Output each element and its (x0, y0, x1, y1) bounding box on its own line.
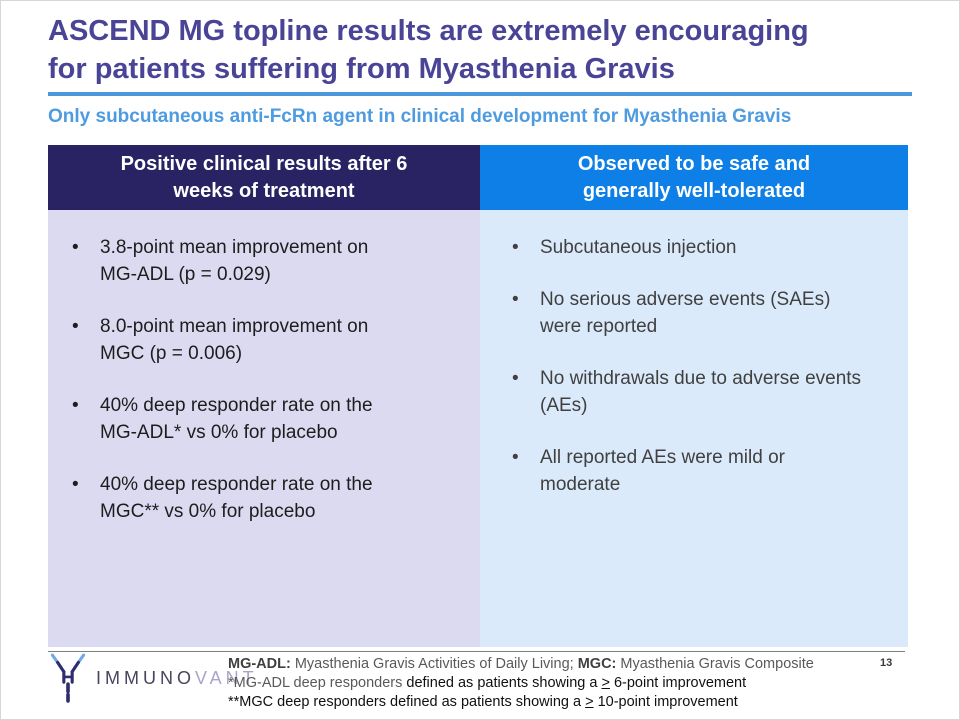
footer-divider (48, 651, 905, 652)
list-item-text: Subcutaneous injection (540, 237, 737, 258)
safety-header-label: Observed to be safe and generally well-t… (577, 152, 811, 202)
clinical-results-list: • 3.8-point mean improvement on MG-ADL (… (48, 210, 480, 525)
list-item: • No withdrawals due to adverse events (… (512, 365, 908, 419)
bullet-icon: • (72, 316, 79, 337)
footnote-2-lead: *MG-ADL deep responders (228, 675, 407, 691)
list-item: • No serious adverse events (SAEs) were … (512, 286, 908, 340)
page-number: 13 (880, 657, 893, 669)
bullet-icon: • (512, 447, 519, 468)
immunovant-logo: IMMUNOVANT (48, 652, 258, 704)
list-item: • 8.0-point mean improvement on MGC (p =… (72, 313, 480, 367)
list-item: • 40% deep responder rate on the MG-ADL*… (72, 392, 480, 446)
footnote-line-3: **MGC deep responders defined as patient… (228, 693, 858, 712)
footnote-term-mgc: MGC: (577, 656, 617, 672)
list-item-text: 8.0-point mean improvement on MGC (p = 0… (100, 316, 369, 364)
greater-equal-sign: > (585, 694, 594, 710)
bullet-icon: • (512, 237, 519, 258)
footnote-def-mgadl: Myasthenia Gravis Activities of Daily Li… (290, 656, 578, 672)
footnote-term-mgadl: MG-ADL: (228, 656, 291, 672)
safety-body: • Subcutaneous injection • No serious ad… (480, 210, 908, 647)
bullet-icon: • (72, 395, 79, 416)
clinical-results-body: • 3.8-point mean improvement on MG-ADL (… (48, 210, 480, 647)
safety-column: Observed to be safe and generally well-t… (480, 145, 908, 647)
title-line-1: ASCEND MG topline results are extremely … (48, 15, 809, 47)
bullet-icon: • (512, 289, 519, 310)
list-item: • Subcutaneous injection (512, 234, 908, 261)
list-item-text: 3.8-point mean improvement on MG-ADL (p … (100, 237, 369, 285)
title-line-2: for patients suffering from Myasthenia G… (48, 53, 675, 85)
logo-text-immuno: IMMUNO (96, 667, 195, 688)
list-item: • 3.8-point mean improvement on MG-ADL (… (72, 234, 480, 288)
footnote-3-lead: **MGC deep responders defined as patient… (228, 694, 586, 710)
list-item: • 40% deep responder rate on the MGC** v… (72, 471, 480, 525)
bullet-icon: • (72, 474, 79, 495)
footnote-2-body: defined as patients showing a (406, 675, 602, 691)
clinical-results-header: Positive clinical results after 6 weeks … (48, 145, 480, 210)
list-item-text: No withdrawals due to adverse events (AE… (540, 368, 862, 416)
list-item: • All reported AEs were mild or moderate (512, 444, 908, 498)
footnote-2-tail: 6-point improvement (609, 675, 747, 691)
greater-equal-sign: > (601, 675, 610, 691)
list-item-text: All reported AEs were mild or moderate (540, 447, 785, 495)
subtitle: Only subcutaneous anti-FcRn agent in cli… (48, 106, 792, 127)
page-title: ASCEND MG topline results are extremely … (48, 12, 924, 88)
list-item-text: 40% deep responder rate on the MG-ADL* v… (100, 395, 373, 443)
bullet-icon: • (512, 368, 519, 389)
footnote-line-2: *MG-ADL deep responders defined as patie… (228, 674, 858, 693)
safety-list: • Subcutaneous injection • No serious ad… (480, 210, 908, 498)
results-table: Positive clinical results after 6 weeks … (48, 145, 908, 647)
bullet-icon: • (72, 237, 79, 258)
footnote-line-1: MG-ADL: Myasthenia Gravis Activities of … (228, 655, 858, 674)
clinical-results-header-label: Positive clinical results after 6 weeks … (120, 152, 408, 202)
logo-wordmark: IMMUNOVANT (96, 668, 258, 689)
footnotes: MG-ADL: Myasthenia Gravis Activities of … (228, 655, 858, 712)
title-divider (48, 92, 912, 96)
footnote-def-mgc: Myasthenia Gravis Composite (616, 656, 814, 672)
list-item-text: 40% deep responder rate on the MGC** vs … (100, 474, 373, 522)
clinical-results-column: Positive clinical results after 6 weeks … (48, 145, 480, 647)
safety-header: Observed to be safe and generally well-t… (480, 145, 908, 210)
footnote-3-tail: 10-point improvement (593, 694, 738, 710)
antibody-icon (48, 652, 88, 704)
list-item-text: No serious adverse events (SAEs) were re… (540, 289, 831, 337)
logo-text-vant: VANT (195, 667, 258, 688)
